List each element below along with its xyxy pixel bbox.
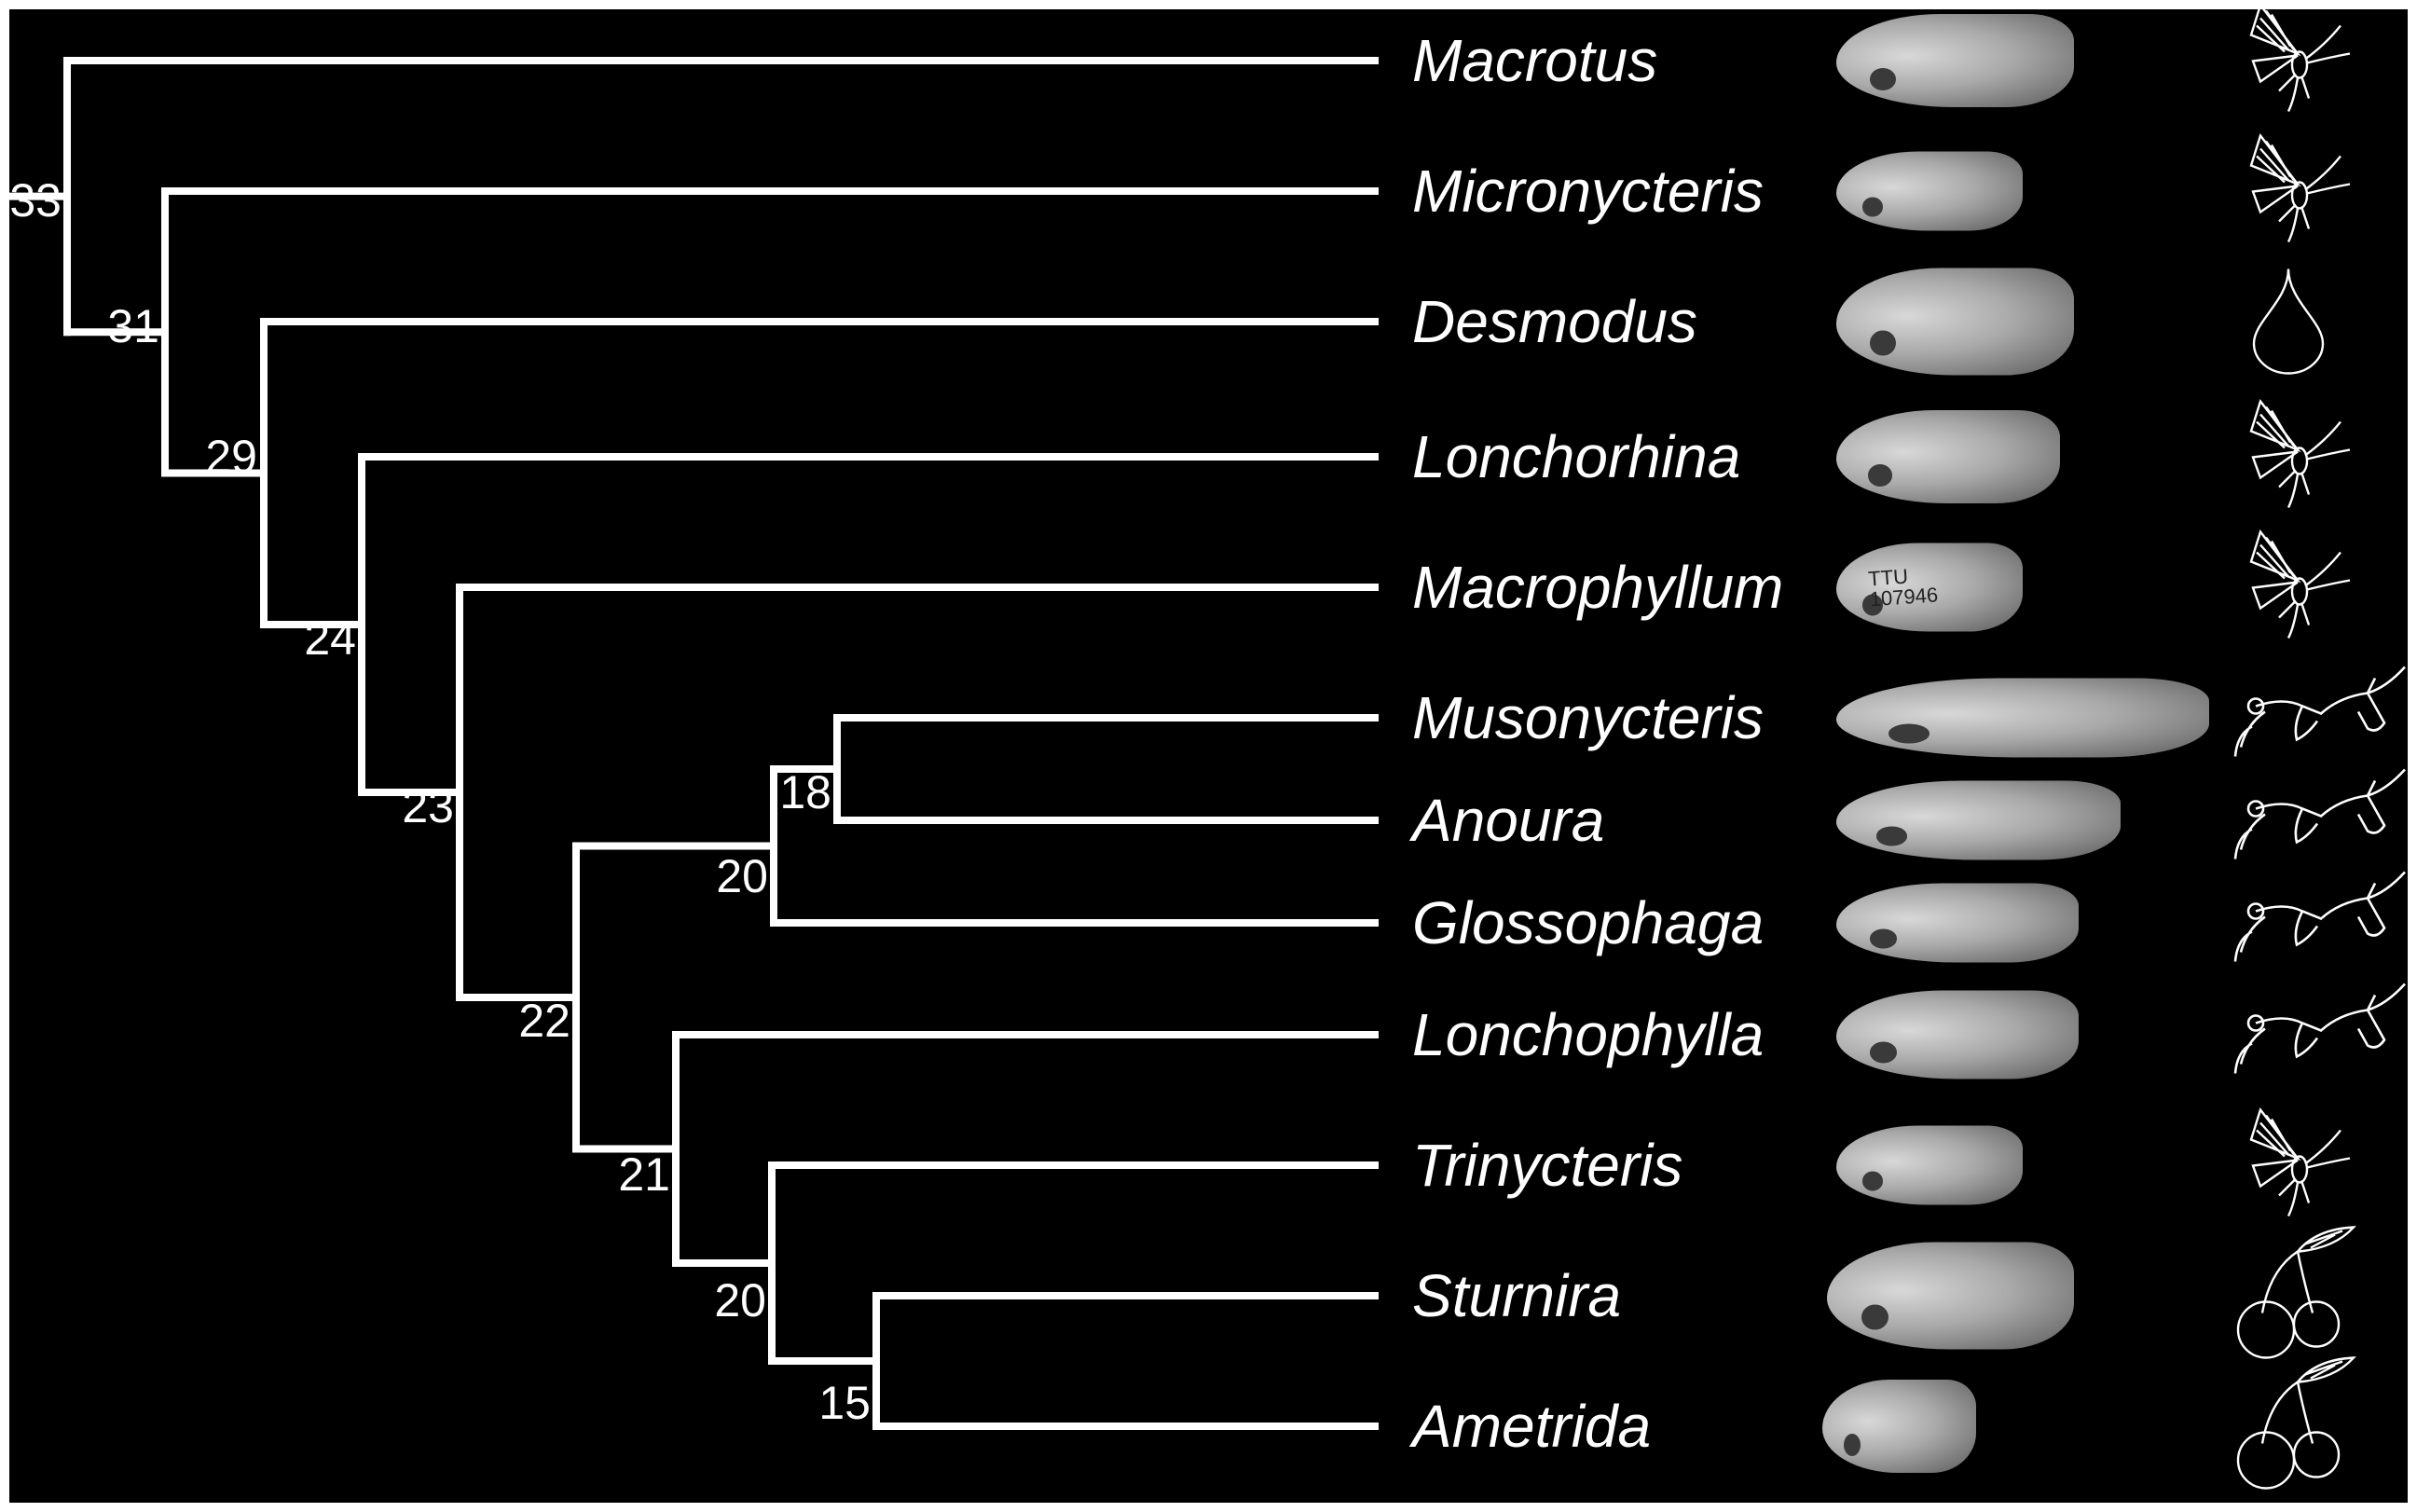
flower-icon [2228, 977, 2414, 1093]
skull-photo-trinycteris [1836, 1126, 2023, 1205]
flower-icon [2228, 660, 2414, 777]
taxon-label-anoura: Anoura [1412, 790, 1604, 850]
blood-drop-icon [2246, 264, 2330, 380]
cherry-fruit-icon [2232, 1354, 2363, 1499]
node-label-n21: 21 [618, 1151, 670, 1198]
taxon-label-macrotus: Macrotus [1412, 31, 1657, 90]
insect-icon [2232, 0, 2354, 124]
taxon-label-trinycteris: Trinycteris [1412, 1135, 1682, 1195]
node-label-n29: 29 [205, 433, 257, 480]
insect-icon [2232, 525, 2354, 651]
node-label-n31: 31 [107, 303, 159, 350]
skull-photo-sturnira [1827, 1243, 2074, 1350]
node-label-n20a: 20 [716, 853, 768, 900]
taxon-label-desmodus: Desmodus [1412, 292, 1697, 351]
node-label-n20b: 20 [714, 1277, 766, 1324]
taxon-label-lonchorhina: Lonchorhina [1412, 427, 1740, 487]
taxon-label-ametrida: Ametrida [1412, 1396, 1651, 1456]
taxon-label-lonchophylla: Lonchophylla [1412, 1005, 1764, 1065]
skull-photo-macrotus [1836, 14, 2074, 107]
node-label-n22: 22 [518, 997, 570, 1044]
node-label-n33: 33 [9, 177, 62, 224]
skull-photo-micronycteris [1836, 152, 2023, 231]
taxon-label-macrophyllum: Macrophyllum [1412, 557, 1783, 617]
specimen-label: TTU 107946 [1868, 565, 1936, 611]
node-label-n24: 24 [304, 615, 356, 662]
skull-photo-lonchophylla [1836, 991, 2079, 1079]
flower-icon [2228, 763, 2414, 879]
insect-icon [2232, 394, 2354, 520]
node-label-n23: 23 [402, 783, 454, 830]
insect-icon [2232, 129, 2354, 254]
skull-photo-desmodus [1836, 268, 2074, 376]
taxon-label-micronycteris: Micronycteris [1412, 161, 1764, 221]
skull-photo-musonycteris [1836, 679, 2209, 758]
figure-panel: Macrotus Micronycteris Desmodus Lonchorhina… [9, 9, 2408, 1503]
taxon-label-musonycteris: Musonycteris [1412, 688, 1764, 748]
skull-photo-anoura [1836, 781, 2121, 860]
skull-photo-lonchorhina [1836, 410, 2060, 503]
node-label-n15: 15 [818, 1380, 871, 1426]
taxon-label-sturnira: Sturnira [1412, 1266, 1621, 1326]
skull-photo-glossophaga [1836, 884, 2079, 963]
insect-icon [2232, 1103, 2354, 1229]
cherry-fruit-icon [2232, 1224, 2363, 1368]
taxon-label-glossophaga: Glossophaga [1412, 893, 1764, 953]
skull-photo-ametrida [1822, 1380, 1976, 1473]
node-label-n18: 18 [779, 769, 831, 816]
flower-icon [2228, 865, 2414, 982]
